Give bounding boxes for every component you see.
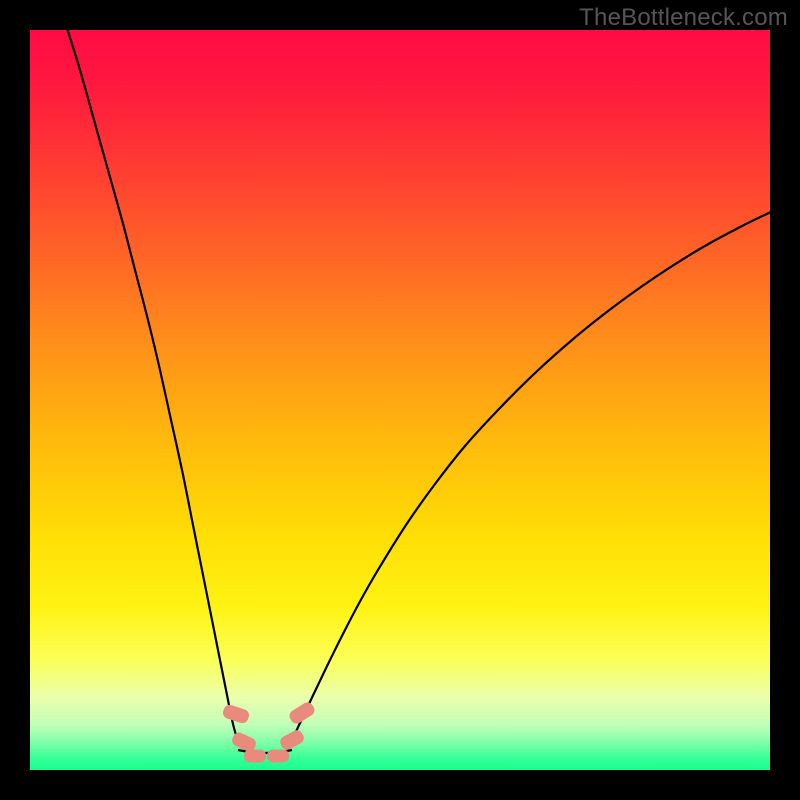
- trough-marker: [287, 700, 316, 726]
- curve-left-branch: [66, 30, 240, 746]
- curve-right-branch: [290, 210, 770, 746]
- curve-layer: [30, 30, 770, 770]
- plot-area: [30, 30, 770, 770]
- watermark-text: TheBottleneck.com: [579, 4, 788, 32]
- chart-frame: TheBottleneck.com: [0, 0, 800, 800]
- trough-marker: [267, 750, 289, 763]
- trough-marker: [278, 728, 306, 752]
- trough-marker: [221, 703, 250, 724]
- trough-marker: [244, 750, 266, 763]
